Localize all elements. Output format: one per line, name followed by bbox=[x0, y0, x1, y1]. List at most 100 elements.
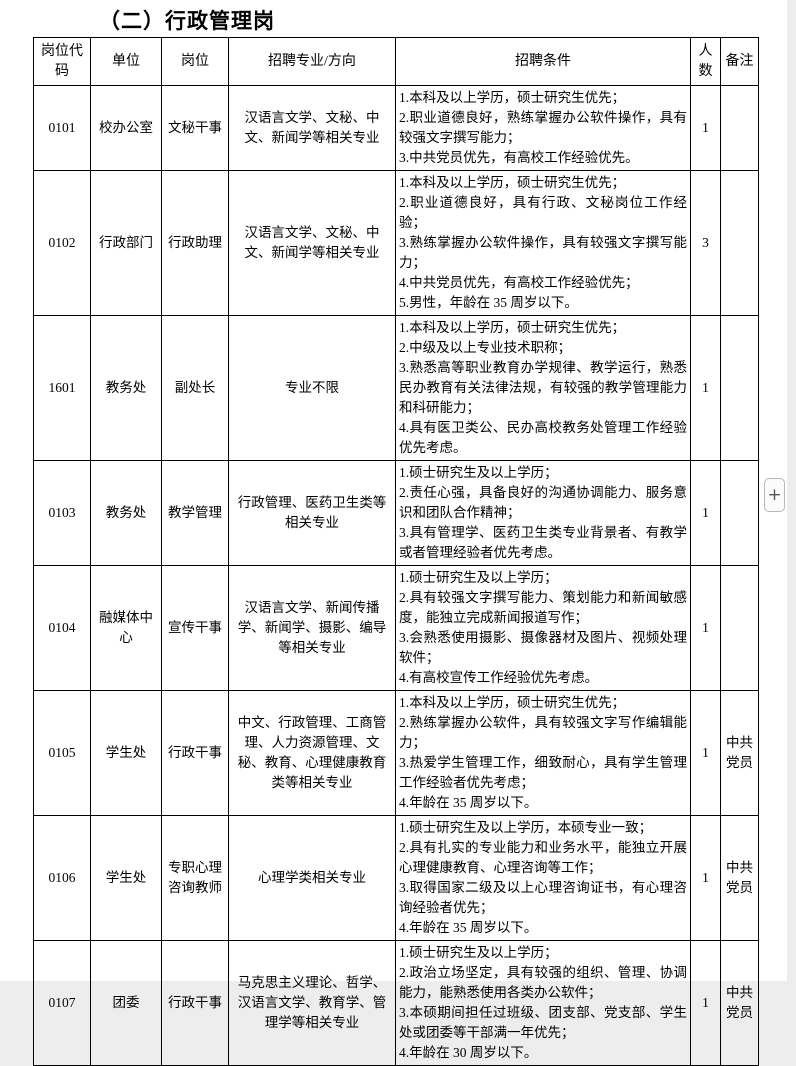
cell-code: 0103 bbox=[33, 460, 91, 566]
cell-code: 0105 bbox=[33, 690, 91, 816]
condition-line: 1.本科及以上学历，硕士研究生优先； bbox=[399, 320, 626, 335]
cell-conditions: 1.硕士研究生及以上学历； 2.政治立场坚定，具有较强的组织、管理、协调能力，能… bbox=[395, 940, 691, 1066]
cell-unit: 教务处 bbox=[90, 460, 162, 566]
condition-line: 4.年龄在 30 周岁以下。 bbox=[399, 1045, 538, 1060]
cell-conditions: 1.硕士研究生及以上学历； 2.责任心强，具备良好的沟通协调能力、服务意识和团队… bbox=[395, 460, 691, 566]
condition-line: 1.硕士研究生及以上学历； bbox=[399, 945, 558, 960]
cell-unit: 团委 bbox=[90, 940, 162, 1066]
condition-line: 4.中共党员优先，有高校工作经验优先； bbox=[399, 275, 639, 290]
cell-code: 1601 bbox=[33, 315, 91, 461]
cell-conditions: 1.硕士研究生及以上学历； 2.具有较强文字撰写能力、策划能力和新闻敏感度，能独… bbox=[395, 565, 691, 691]
cell-position: 专职心理咨询教师 bbox=[161, 815, 229, 941]
cell-major: 马克思主义理论、哲学、汉语言文学、教育学、管理学等相关专业 bbox=[228, 940, 396, 1066]
col-header-note: 备注 bbox=[720, 37, 759, 86]
cell-note bbox=[720, 315, 759, 461]
cell-conditions: 1.本科及以上学历，硕士研究生优先； 2.熟练掌握办公软件，具有较强文字写作编辑… bbox=[395, 690, 691, 816]
cell-note bbox=[720, 170, 759, 316]
condition-line: 4.具有医卫类公、民办高校教务处管理工作经验优先考虑。 bbox=[399, 420, 687, 455]
cell-count: 1 bbox=[690, 85, 721, 171]
cell-major: 汉语言文学、新闻传播学、新闻学、摄影、编导等相关专业 bbox=[228, 565, 396, 691]
col-header-conditions: 招聘条件 bbox=[395, 37, 691, 86]
condition-line: 2.熟练掌握办公软件，具有较强文字写作编辑能力； bbox=[399, 715, 687, 750]
condition-line: 3.熟练掌握办公软件操作，具有较强文字撰写能力； bbox=[399, 235, 687, 270]
cell-code: 0104 bbox=[33, 565, 91, 691]
condition-line: 2.政治立场坚定，具有较强的组织、管理、协调能力，能熟悉使用各类办公软件； bbox=[399, 965, 687, 1000]
cell-major: 汉语言文学、文秘、中文、新闻学等相关专业 bbox=[228, 85, 396, 171]
cell-count: 1 bbox=[690, 940, 721, 1066]
cell-count: 1 bbox=[690, 690, 721, 816]
condition-line: 1.本科及以上学历，硕士研究生优先； bbox=[399, 695, 626, 710]
condition-line: 5.男性，年龄在 35 周岁以下。 bbox=[399, 295, 578, 310]
condition-line: 2.中级及以上专业技术职称； bbox=[399, 340, 572, 355]
table-row: 0106 学生处 专职心理咨询教师 心理学类相关专业 1.硕士研究生及以上学历，… bbox=[33, 815, 759, 941]
cell-major: 汉语言文学、文秘、中文、新闻学等相关专业 bbox=[228, 170, 396, 316]
condition-line: 2.职业道德良好，熟练掌握办公软件操作，具有较强文字撰写能力； bbox=[399, 110, 687, 145]
table-row: 0107 团委 行政干事 马克思主义理论、哲学、汉语言文学、教育学、管理学等相关… bbox=[33, 940, 759, 1066]
cell-note: 中共党员 bbox=[720, 690, 759, 816]
condition-line: 3.取得国家二级及以上心理咨询证书，有心理咨询经验者优先； bbox=[399, 880, 687, 915]
condition-line: 3.热爱学生管理工作，细致耐心，具有学生管理工作经验者优先考虑； bbox=[399, 755, 687, 790]
col-header-code: 岗位代码 bbox=[33, 37, 91, 86]
cell-count: 3 bbox=[690, 170, 721, 316]
cell-code: 0106 bbox=[33, 815, 91, 941]
col-header-unit: 单位 bbox=[90, 37, 162, 86]
cell-position: 副处长 bbox=[161, 315, 229, 461]
cell-major: 中文、行政管理、工商管理、人力资源管理、文秘、教育、心理健康教育类等相关专业 bbox=[228, 690, 396, 816]
condition-line: 2.责任心强，具备良好的沟通协调能力、服务意识和团队合作精神； bbox=[399, 485, 687, 520]
condition-line: 1.本科及以上学历，硕士研究生优先； bbox=[399, 175, 626, 190]
cell-unit: 教务处 bbox=[90, 315, 162, 461]
cell-unit: 融媒体中心 bbox=[90, 565, 162, 691]
cell-unit: 校办公室 bbox=[90, 85, 162, 171]
cell-unit: 学生处 bbox=[90, 690, 162, 816]
cell-count: 1 bbox=[690, 315, 721, 461]
condition-line: 2.具有较强文字撰写能力、策划能力和新闻敏感度，能独立完成新闻报道写作； bbox=[399, 590, 687, 625]
cell-code: 0101 bbox=[33, 85, 91, 171]
cell-note bbox=[720, 565, 759, 691]
condition-line: 2.职业道德良好，具有行政、文秘岗位工作经验； bbox=[399, 195, 687, 230]
condition-line: 4.年龄在 35 周岁以下。 bbox=[399, 920, 538, 935]
cell-position: 行政助理 bbox=[161, 170, 229, 316]
cell-note bbox=[720, 85, 759, 171]
cell-count: 1 bbox=[690, 815, 721, 941]
cell-conditions: 1.硕士研究生及以上学历，本硕专业一致； 2.具有扎实的专业能力和业务水平，能独… bbox=[395, 815, 691, 941]
condition-line: 1.硕士研究生及以上学历； bbox=[399, 570, 558, 585]
cell-conditions: 1.本科及以上学历，硕士研究生优先； 2.中级及以上专业技术职称； 3.熟悉高等… bbox=[395, 315, 691, 461]
cell-count: 1 bbox=[690, 565, 721, 691]
cell-conditions: 1.本科及以上学历，硕士研究生优先； 2.职业道德良好，具有行政、文秘岗位工作经… bbox=[395, 170, 691, 316]
cell-note bbox=[720, 460, 759, 566]
condition-line: 4.有高校宣传工作经验优先考虑。 bbox=[399, 670, 599, 685]
table-row: 0102 行政部门 行政助理 汉语言文学、文秘、中文、新闻学等相关专业 1.本科… bbox=[33, 170, 759, 316]
condition-line: 1.本科及以上学历，硕士研究生优先； bbox=[399, 90, 626, 105]
cell-major: 专业不限 bbox=[228, 315, 396, 461]
section-title: （二）行政管理岗 bbox=[99, 9, 275, 33]
table-row: 1601 教务处 副处长 专业不限 1.本科及以上学历，硕士研究生优先； 2.中… bbox=[33, 315, 759, 461]
cell-unit: 行政部门 bbox=[90, 170, 162, 316]
cell-code: 0107 bbox=[33, 940, 91, 1066]
cell-count: 1 bbox=[690, 460, 721, 566]
condition-line: 3.熟悉高等职业教育办学规律、教学运行，熟悉民办教育有关法律法规，有较强的教学管… bbox=[399, 360, 687, 415]
col-header-count: 人数 bbox=[690, 37, 721, 86]
condition-line: 2.具有扎实的专业能力和业务水平，能独立开展心理健康教育、心理咨询等工作； bbox=[399, 840, 687, 875]
condition-line: 3.具有管理学、医药卫生类专业背景者、有教学或者管理经验者优先考虑。 bbox=[399, 525, 687, 560]
table-row: 0105 学生处 行政干事 中文、行政管理、工商管理、人力资源管理、文秘、教育、… bbox=[33, 690, 759, 816]
cell-major: 行政管理、医药卫生类等相关专业 bbox=[228, 460, 396, 566]
col-header-position: 岗位 bbox=[161, 37, 229, 86]
condition-line: 1.硕士研究生及以上学历，本硕专业一致； bbox=[399, 820, 653, 835]
cell-code: 0102 bbox=[33, 170, 91, 316]
condition-line: 1.硕士研究生及以上学历； bbox=[399, 465, 558, 480]
condition-line: 3.中共党员优先，有高校工作经验优先。 bbox=[399, 150, 639, 165]
cell-conditions: 1.本科及以上学历，硕士研究生优先； 2.职业道德良好，熟练掌握办公软件操作，具… bbox=[395, 85, 691, 171]
table-row: 0104 融媒体中心 宣传干事 汉语言文学、新闻传播学、新闻学、摄影、编导等相关… bbox=[33, 565, 759, 691]
condition-line: 3.会熟悉使用摄影、摄像器材及图片、视频处理软件； bbox=[399, 630, 687, 665]
expand-plus-button[interactable]: + bbox=[764, 478, 785, 512]
cell-note: 中共党员 bbox=[720, 815, 759, 941]
recruitment-table: 岗位代码 单位 岗位 招聘专业/方向 招聘条件 人数 备注 0101 校办公室 … bbox=[33, 37, 759, 1066]
cell-note: 中共党员 bbox=[720, 940, 759, 1066]
cell-major: 心理学类相关专业 bbox=[228, 815, 396, 941]
table-header-row: 岗位代码 单位 岗位 招聘专业/方向 招聘条件 人数 备注 bbox=[33, 37, 759, 86]
table-row: 0103 教务处 教学管理 行政管理、医药卫生类等相关专业 1.硕士研究生及以上… bbox=[33, 460, 759, 566]
cell-unit: 学生处 bbox=[90, 815, 162, 941]
page-right-gutter bbox=[787, 0, 796, 981]
table-row: 0101 校办公室 文秘干事 汉语言文学、文秘、中文、新闻学等相关专业 1.本科… bbox=[33, 85, 759, 171]
